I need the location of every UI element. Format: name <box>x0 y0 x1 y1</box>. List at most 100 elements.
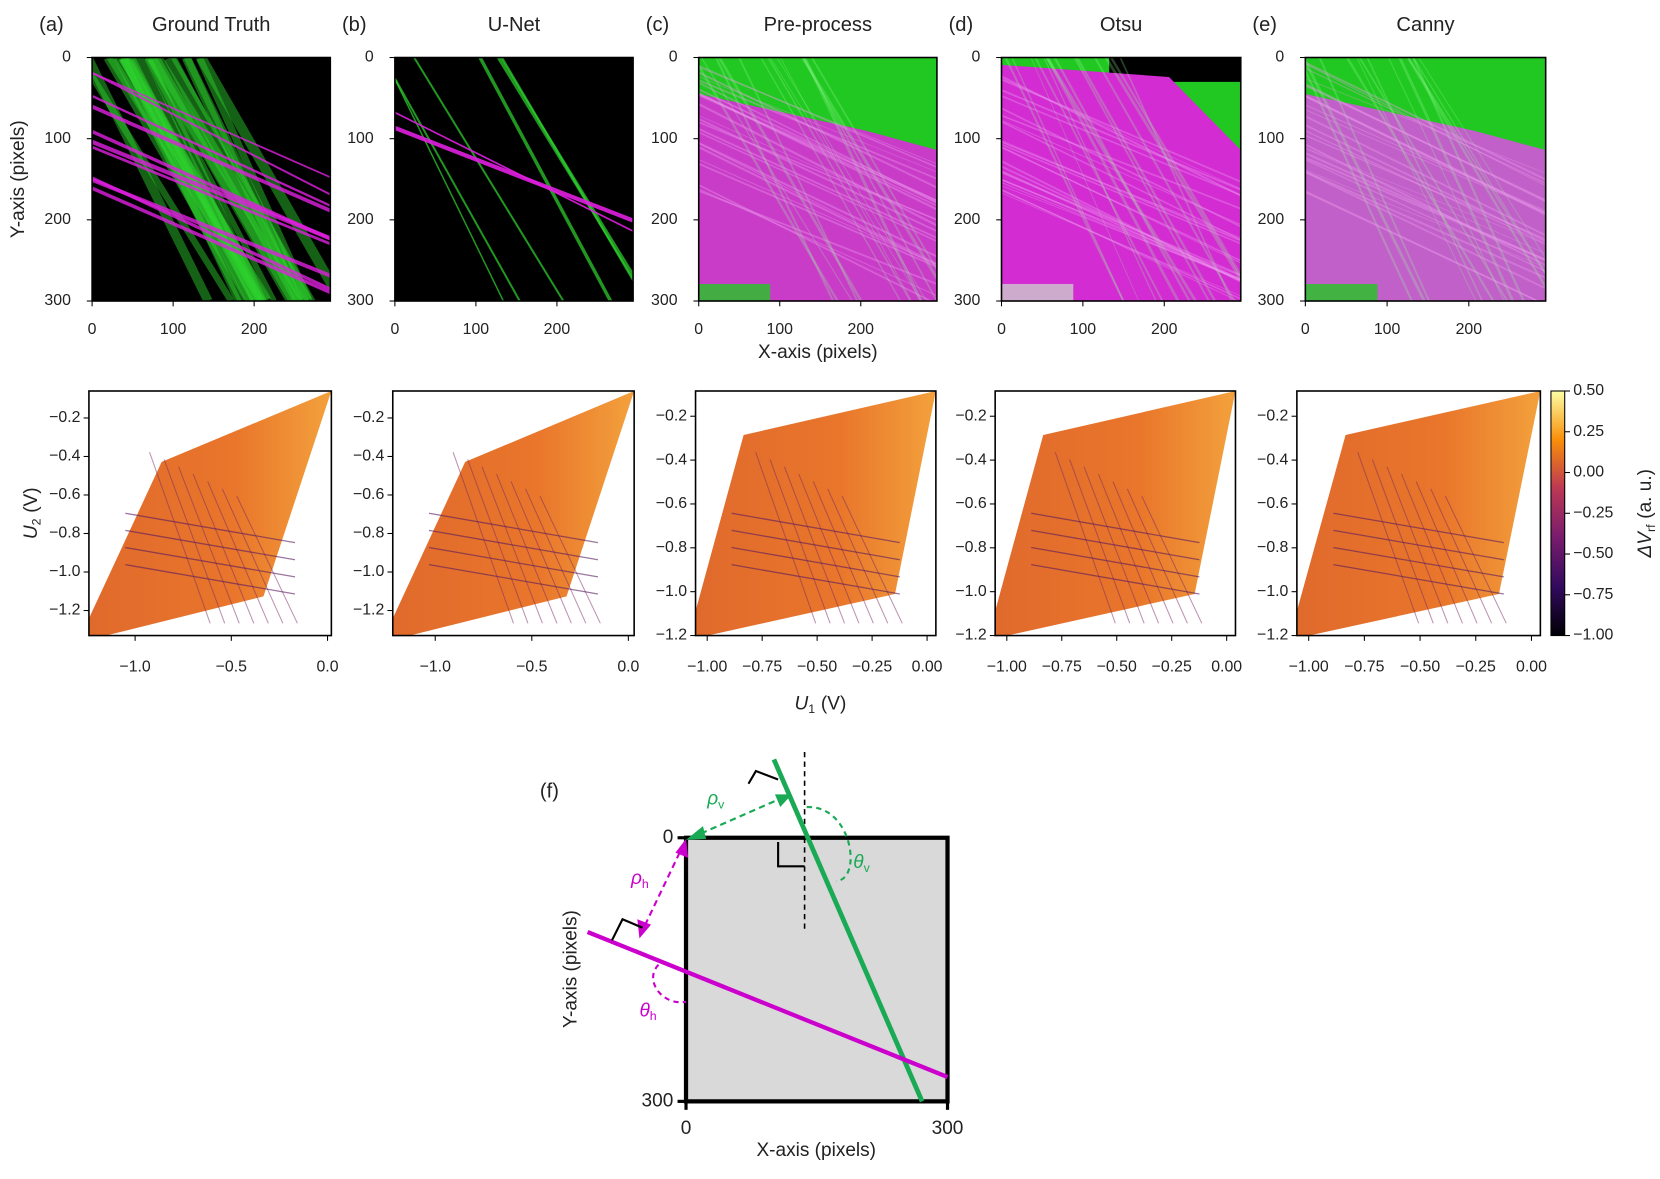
y-tick-label: −0.6 <box>1257 495 1289 512</box>
green-line <box>1110 57 1241 278</box>
magenta-line <box>1305 147 1546 245</box>
green-line <box>1418 57 1546 260</box>
magenta-line <box>1001 120 1241 226</box>
resonance <box>525 488 587 624</box>
x-tick-label: 0.00 <box>912 659 943 676</box>
panel-label: (a) <box>39 14 64 36</box>
x-tick-label: 0 <box>1301 321 1310 338</box>
resonance <box>125 529 296 561</box>
green-line <box>394 76 521 302</box>
rho-v-arrow <box>700 798 779 835</box>
x-tick-label: −0.25 <box>1152 659 1192 676</box>
colorbar-tick-label: −1.00 <box>1573 627 1613 644</box>
resonance <box>1371 459 1434 624</box>
x-tick-label: −1.0 <box>420 659 452 676</box>
green-line <box>1411 57 1525 302</box>
resonance <box>731 564 900 595</box>
heatmap-image <box>1296 390 1541 636</box>
y-tick-label: −1.2 <box>49 602 81 619</box>
magenta-line <box>698 189 937 285</box>
x-tick-label: −1.00 <box>1289 659 1329 676</box>
y-tick-label: −0.2 <box>656 407 688 424</box>
theta-v-label-sub: v <box>864 861 871 875</box>
green-line <box>715 57 835 302</box>
green-line <box>1407 57 1546 276</box>
resonance <box>1141 495 1203 624</box>
panel-title: Canny <box>1396 14 1455 36</box>
resonance <box>1357 451 1420 624</box>
y-axis-label-unit: (V) <box>21 487 42 512</box>
y-tick-label: −0.6 <box>656 495 688 512</box>
resonance <box>163 459 226 624</box>
green-line <box>1004 57 1125 302</box>
magenta-line <box>394 125 634 223</box>
x-tick-label: 200 <box>241 321 268 338</box>
resonance <box>207 481 269 624</box>
green-line <box>92 70 235 302</box>
y-tick-label: 0 <box>1275 49 1284 66</box>
resonance <box>1333 529 1504 561</box>
magenta-line <box>698 82 937 204</box>
magenta-line <box>1305 152 1546 262</box>
image-bg <box>394 57 634 302</box>
x-tick-label: 100 <box>160 321 187 338</box>
y-tick-label: 300 <box>651 292 678 309</box>
y-tick-label: 300 <box>954 292 981 309</box>
resonance <box>1031 546 1200 578</box>
magenta-line <box>1001 114 1241 210</box>
green-line <box>183 57 310 302</box>
magenta-line <box>1001 178 1241 281</box>
green-line <box>500 57 634 283</box>
y-tick-label: 300 <box>44 292 71 309</box>
green-line <box>1406 57 1546 290</box>
panel-title: Ground Truth <box>152 14 271 36</box>
x-tick-label: 300 <box>932 1118 964 1139</box>
resonance <box>125 564 296 595</box>
colorbar-tick-label: 0.00 <box>1573 464 1604 481</box>
magenta-line <box>1305 63 1546 186</box>
x-tick-label: 100 <box>463 321 490 338</box>
x-tick-label: 0 <box>681 1118 692 1139</box>
resonance <box>1031 512 1200 544</box>
magenta-line <box>1305 61 1546 181</box>
magenta-line <box>1001 142 1241 239</box>
x-axis-label: X-axis (pixels) <box>758 342 878 363</box>
x-tick-label: 0.0 <box>316 659 338 676</box>
magenta-line <box>1305 95 1546 216</box>
green-line <box>394 77 505 302</box>
x-tick-label: −1.00 <box>987 659 1027 676</box>
y-tick-label: −0.8 <box>1257 539 1289 556</box>
resonance <box>510 481 572 624</box>
green-line <box>1045 57 1197 302</box>
y-axis-label: Y-axis (pixels) <box>561 910 582 1028</box>
magenta-line <box>698 103 937 227</box>
x-tick-label: 200 <box>1456 321 1483 338</box>
resonance <box>798 473 860 624</box>
y-tick-label: 100 <box>651 130 678 147</box>
resonance <box>1097 473 1160 624</box>
y-tick-label: 100 <box>44 130 71 147</box>
green-line <box>698 63 839 302</box>
axes-frame <box>394 56 634 302</box>
y-tick-label: −0.2 <box>49 409 81 426</box>
rho-h-arrow <box>644 852 681 924</box>
heatmap-image <box>995 390 1236 636</box>
theta-h-label-main: θ <box>639 1000 650 1021</box>
magenta-line <box>92 94 331 207</box>
green-line <box>776 57 928 302</box>
x-tick-label: −0.5 <box>216 659 248 676</box>
arrowhead <box>637 919 652 939</box>
panel-label: (f) <box>540 781 559 803</box>
magenta-line <box>1001 170 1241 282</box>
resonance <box>125 512 296 544</box>
magenta-line <box>1305 104 1546 212</box>
y-tick-label: −0.8 <box>955 539 987 556</box>
green-line <box>801 57 937 282</box>
y-tick-label: 200 <box>1258 211 1285 228</box>
green-line <box>769 57 922 302</box>
heatmap-image <box>88 390 332 636</box>
green-line <box>1073 57 1210 302</box>
y-axis-label: U2 (V) <box>21 487 44 539</box>
green-line <box>1412 57 1546 275</box>
